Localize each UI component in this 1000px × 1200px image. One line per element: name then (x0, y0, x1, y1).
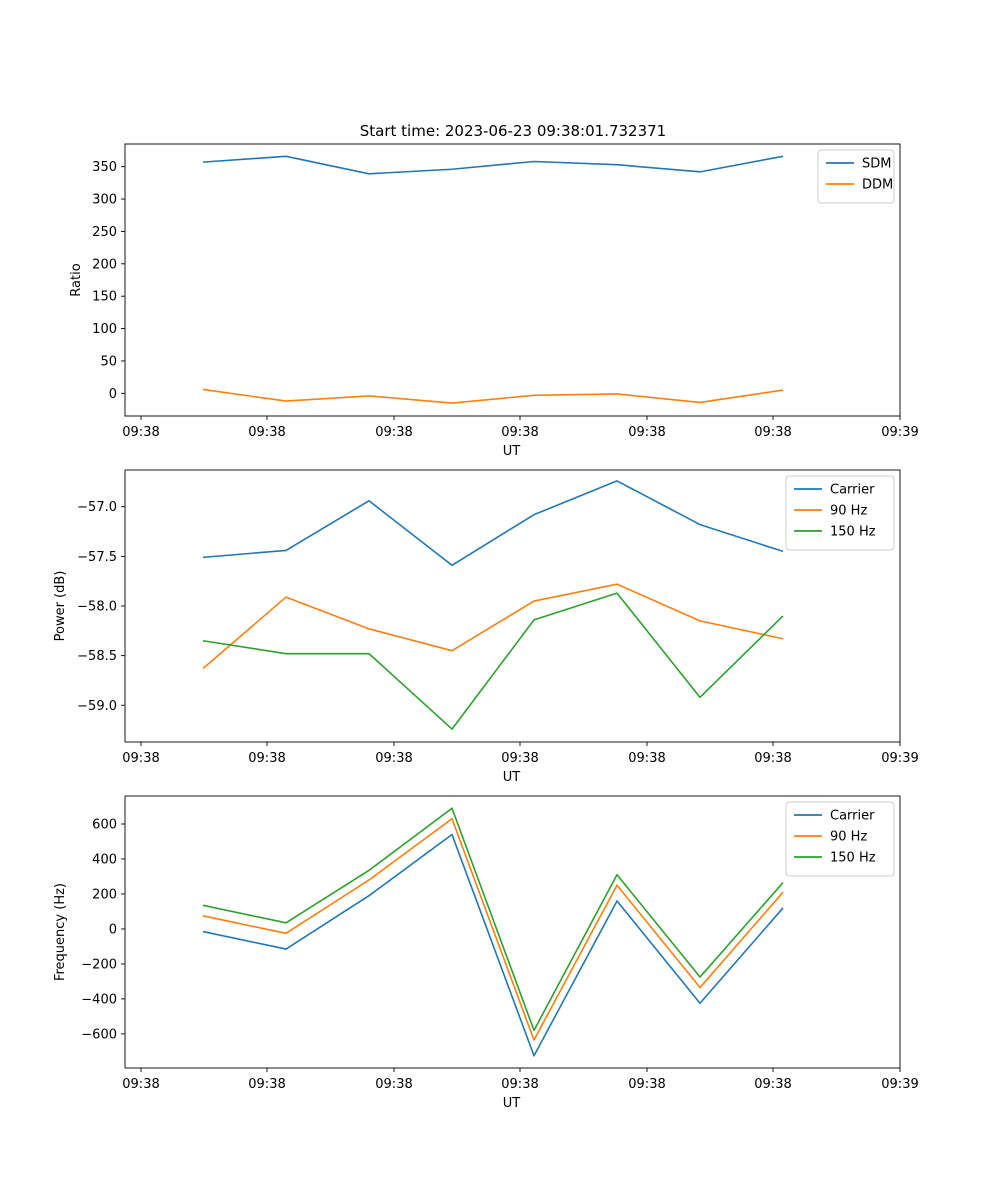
y-tick-label: −59.0 (77, 699, 117, 714)
y-tick-label: 350 (92, 160, 117, 175)
axes-frame (124, 795, 901, 1069)
x-tick-label: 09:38 (122, 1077, 159, 1092)
legend-entry: Carrier (830, 483, 875, 498)
legend: Carrier 90 Hz 150 Hz (785, 801, 895, 877)
subplot-1: 09:38 09:38 09:38 09:38 09:38 09:38 09:39 0 50 10… (69, 143, 919, 459)
legend-entry: 90 Hz (830, 830, 867, 845)
x-axis-label: UT (503, 444, 521, 459)
x-tick-label: 09:38 (628, 425, 665, 440)
y-tick-label: −57.5 (77, 550, 117, 565)
x-tick-label: 09:38 (248, 751, 285, 766)
y-tick-label: 300 (92, 193, 117, 208)
x-tick-label: 09:38 (248, 425, 285, 440)
legend-entry: 150 Hz (830, 525, 876, 540)
legend-entry: 150 Hz (830, 851, 876, 866)
subplot-2: 09:38 09:38 09:38 09:38 09:38 09:38 09:39 −59.0… (53, 469, 919, 785)
legend-entry: 90 Hz (830, 504, 867, 519)
series-line-150-hz (202, 592, 784, 730)
y-axis-label: Power (dB) (53, 571, 68, 642)
x-tick-label: 09:39 (881, 751, 918, 766)
legend-entry: DDM (862, 178, 893, 193)
x-tick-label: 09:38 (754, 751, 791, 766)
subplot-3: 09:38 09:38 09:38 09:38 09:38 09:38 09:39 −600 −… (53, 795, 919, 1111)
y-tick-label: 0 (109, 922, 117, 937)
series-line-90-hz (202, 817, 784, 1041)
x-tick-label: 09:38 (501, 1077, 538, 1092)
x-tick-label: 09:38 (375, 1077, 412, 1092)
series-line-150-hz (202, 807, 784, 1032)
x-tick-label: 09:38 (754, 1077, 791, 1092)
x-tick-label: 09:39 (881, 425, 918, 440)
y-tick-label: 250 (92, 225, 117, 240)
legend-entry: Carrier (830, 809, 875, 824)
axes-frame (124, 143, 901, 417)
series-line-carrier (202, 480, 784, 567)
series-line-carrier (202, 833, 784, 1057)
y-tick-label: 200 (92, 257, 117, 272)
y-tick-label: −58.5 (77, 649, 117, 664)
x-tick-label: 09:38 (122, 425, 159, 440)
legend-entry: SDM (862, 157, 891, 172)
y-tick-label: 200 (92, 887, 117, 902)
x-tick-label: 09:38 (501, 751, 538, 766)
x-tick-label: 09:38 (501, 425, 538, 440)
legend: Carrier 90 Hz 150 Hz (785, 475, 895, 551)
x-tick-label: 09:38 (628, 1077, 665, 1092)
y-tick-label: 100 (92, 322, 117, 337)
y-tick-label: 400 (92, 852, 117, 867)
x-tick-label: 09:39 (881, 1077, 918, 1092)
y-tick-label: 0 (109, 387, 117, 402)
series-line-90-hz (202, 583, 784, 670)
series-line-ddm (202, 388, 784, 404)
legend: SDM DDM (817, 149, 895, 204)
figure-title: Start time: 2023-06-23 09:38:01.732371 (360, 122, 666, 140)
x-tick-label: 09:38 (375, 425, 412, 440)
y-tick-label: −400 (81, 992, 117, 1007)
x-tick-label: 09:38 (628, 751, 665, 766)
y-tick-label: −200 (81, 957, 117, 972)
series-line-sdm (202, 155, 784, 175)
y-tick-label: 50 (100, 354, 117, 369)
subplots: 09:38 09:38 09:38 09:38 09:38 09:38 09:39 0 50 10… (53, 143, 919, 1111)
y-axis-label: Ratio (69, 263, 84, 296)
y-axis-label: Frequency (Hz) (53, 883, 68, 981)
y-tick-label: −600 (81, 1027, 117, 1042)
x-tick-label: 09:38 (248, 1077, 285, 1092)
y-tick-label: −58.0 (77, 600, 117, 615)
x-axis-label: UT (503, 770, 521, 785)
y-tick-label: −57.0 (77, 500, 117, 515)
x-tick-label: 09:38 (754, 425, 791, 440)
y-tick-label: 150 (92, 290, 117, 305)
x-tick-label: 09:38 (122, 751, 159, 766)
x-axis-label: UT (503, 1096, 521, 1111)
x-tick-label: 09:38 (375, 751, 412, 766)
y-tick-label: 600 (92, 817, 117, 832)
